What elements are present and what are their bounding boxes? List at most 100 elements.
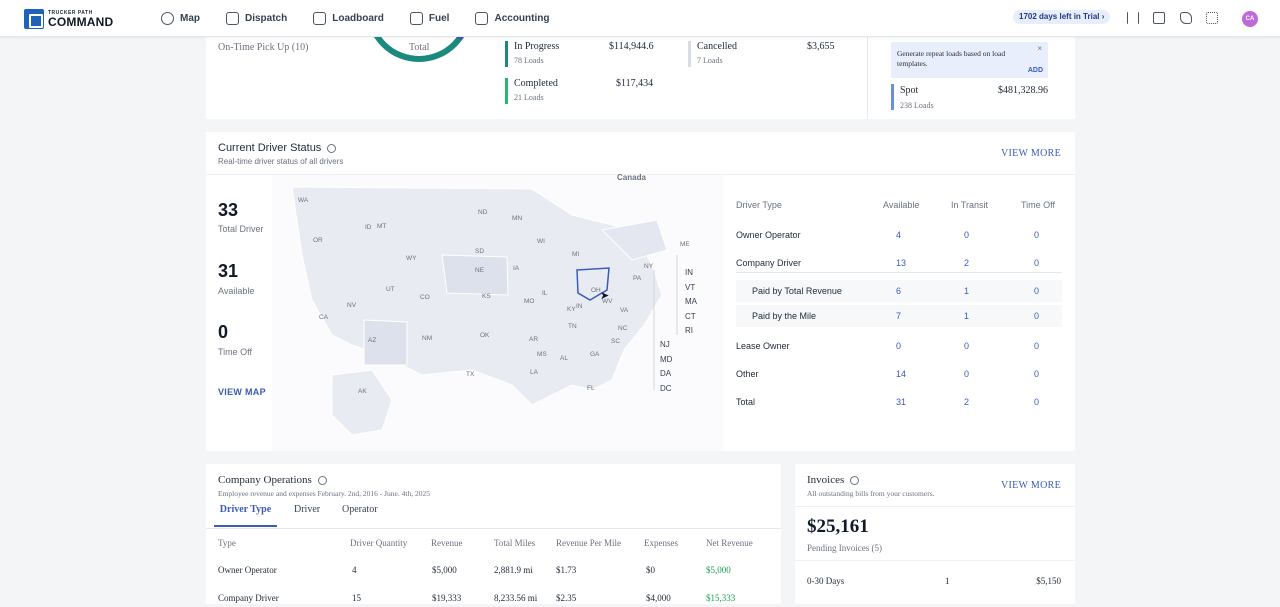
state-label-nc[interactable]: NC <box>618 325 628 332</box>
state-label-pa[interactable]: PA <box>633 275 642 282</box>
state-label-la[interactable]: LA <box>530 369 538 376</box>
state-label-al[interactable]: AL <box>560 355 568 362</box>
tab-driver[interactable]: Driver <box>294 504 321 515</box>
state-label-fl[interactable]: FL <box>587 385 595 392</box>
driver-cell-transit[interactable]: 2 <box>964 258 970 268</box>
state-label-oh[interactable]: OH <box>591 287 601 294</box>
state-item[interactable]: VT <box>685 282 696 292</box>
message-icon[interactable] <box>1153 12 1165 24</box>
driver-cell-off[interactable]: 0 <box>1034 286 1040 296</box>
state-label-nv[interactable]: NV <box>347 302 357 309</box>
driver-cell-available[interactable]: 14 <box>896 369 907 379</box>
state-label-wi[interactable]: WI <box>537 238 545 245</box>
apps-grid-icon[interactable] <box>1206 12 1218 24</box>
nav-dispatch[interactable]: Dispatch <box>226 0 287 37</box>
operations-row[interactable]: Owner Operator 4 $5,000 2,881.9 mi $1.73 $0 $5… <box>206 565 781 579</box>
state-label-ga[interactable]: GA <box>590 351 600 358</box>
nav-loadboard[interactable]: Loadboard <box>313 0 384 37</box>
state-label-ky[interactable]: KY <box>567 306 576 313</box>
driver-cell-transit[interactable]: 2 <box>964 397 970 407</box>
state-label-ar[interactable]: AR <box>529 336 539 343</box>
driver-cell-available[interactable]: 4 <box>896 230 902 240</box>
state-label-wy[interactable]: WY <box>406 255 417 262</box>
state-item[interactable]: NJ <box>660 340 670 349</box>
state-label-ms[interactable]: MS <box>537 351 547 358</box>
driver-cell-off[interactable]: 0 <box>1034 258 1040 268</box>
state-label-mi[interactable]: MI <box>572 251 580 258</box>
driver-cell-off[interactable]: 0 <box>1034 397 1040 407</box>
driver-cell-transit[interactable]: 0 <box>964 230 970 240</box>
signpost-icon[interactable] <box>1127 12 1139 24</box>
in-progress-count: 78 Loads <box>514 56 544 65</box>
driver-cell-off[interactable]: 0 <box>1034 311 1040 321</box>
state-item[interactable]: IN <box>685 268 693 277</box>
driver-cell-off[interactable]: 0 <box>1034 230 1040 240</box>
state-label-ny[interactable]: NY <box>644 263 654 270</box>
user-avatar[interactable]: CA <box>1242 11 1258 27</box>
us-map[interactable]: Canada WA OR CA NV ID MT WY UT AZ CO NM ND SD NE KS OK T… <box>272 173 723 451</box>
state-label-ca[interactable]: CA <box>319 314 329 321</box>
state-item[interactable]: MA <box>685 297 697 306</box>
info-icon[interactable] <box>850 475 860 485</box>
driver-status-view-more[interactable]: VIEW MORE <box>1000 148 1061 159</box>
state-label-ut[interactable]: UT <box>386 286 395 293</box>
driver-cell-transit[interactable]: 0 <box>964 369 970 379</box>
state-label-ok[interactable]: OK <box>480 332 490 339</box>
state-label-nm[interactable]: NM <box>422 335 433 342</box>
driver-cell-transit[interactable]: 1 <box>964 286 970 296</box>
driver-cell-transit[interactable]: 0 <box>964 341 970 351</box>
driver-cell-available[interactable]: 13 <box>896 258 907 268</box>
tab-operator[interactable]: Operator <box>342 504 378 515</box>
state-item[interactable]: DA <box>660 369 672 378</box>
state-label-mn[interactable]: MN <box>512 215 523 222</box>
nav-fuel[interactable]: Fuel <box>409 0 449 37</box>
driver-cell-available[interactable]: 0 <box>896 341 902 351</box>
nav-map[interactable]: Map <box>161 0 200 37</box>
state-label-va[interactable]: VA <box>620 307 629 314</box>
view-map-link[interactable]: VIEW MAP <box>218 387 266 397</box>
info-icon[interactable] <box>327 143 337 153</box>
state-label-mt[interactable]: MT <box>377 223 387 230</box>
tab-driver-type[interactable]: Driver Type <box>214 503 277 527</box>
state-label-sd[interactable]: SD <box>475 248 485 255</box>
state-label-ks[interactable]: KS <box>482 293 491 300</box>
state-label-ak[interactable]: AK <box>358 388 367 395</box>
state-item[interactable]: RI <box>685 326 693 335</box>
state-label-in[interactable]: IN <box>576 303 583 310</box>
app-logo[interactable]: TRUCKER PATH COMMAND <box>24 9 113 29</box>
state-label-co[interactable]: CO <box>420 294 430 301</box>
driver-cell-transit[interactable]: 1 <box>964 311 970 321</box>
driver-cell-off[interactable]: 0 <box>1034 341 1040 351</box>
driver-cell-off[interactable]: 0 <box>1034 369 1040 379</box>
pending-invoices-label[interactable]: Pending Invoices (5) <box>807 543 882 553</box>
info-icon[interactable] <box>317 475 327 485</box>
state-label-az[interactable]: AZ <box>368 337 377 344</box>
state-item[interactable]: CT <box>685 311 696 321</box>
state-label-tn[interactable]: TN <box>568 323 577 330</box>
driver-cell-available[interactable]: 31 <box>896 397 907 407</box>
state-label-nd[interactable]: ND <box>478 209 488 216</box>
state-label-mo[interactable]: MO <box>524 298 535 305</box>
driver-cell-available[interactable]: 6 <box>896 286 902 296</box>
state-label-ne[interactable]: NE <box>475 267 485 274</box>
add-template-button[interactable]: ADD <box>1027 67 1043 74</box>
close-icon[interactable]: × <box>1037 44 1042 53</box>
phone-icon[interactable] <box>1180 12 1192 24</box>
state-label-il[interactable]: IL <box>542 290 548 297</box>
state-label-wa[interactable]: WA <box>298 197 309 204</box>
trial-badge[interactable]: 1702 days left in Trial › <box>1013 10 1111 24</box>
state-label-sc[interactable]: SC <box>611 338 621 345</box>
driver-cell-available[interactable]: 7 <box>896 311 902 321</box>
operations-row[interactable]: Company Driver 15 $19,333 8,233.56 mi $2.35 $… <box>206 593 781 607</box>
state-item[interactable]: DC <box>660 383 672 393</box>
loadboard-icon <box>313 12 327 25</box>
state-label-ia[interactable]: IA <box>513 265 520 272</box>
state-label-me[interactable]: ME <box>680 241 690 248</box>
state-label-or[interactable]: OR <box>313 237 323 244</box>
state-label-tx[interactable]: TX <box>466 371 475 378</box>
state-item[interactable]: MD <box>660 354 673 364</box>
state-label-id[interactable]: ID <box>365 224 372 231</box>
state-label-wv[interactable]: WV <box>602 298 613 305</box>
nav-accounting[interactable]: Accounting <box>475 0 549 37</box>
invoices-view-more[interactable]: VIEW MORE <box>1000 480 1061 491</box>
